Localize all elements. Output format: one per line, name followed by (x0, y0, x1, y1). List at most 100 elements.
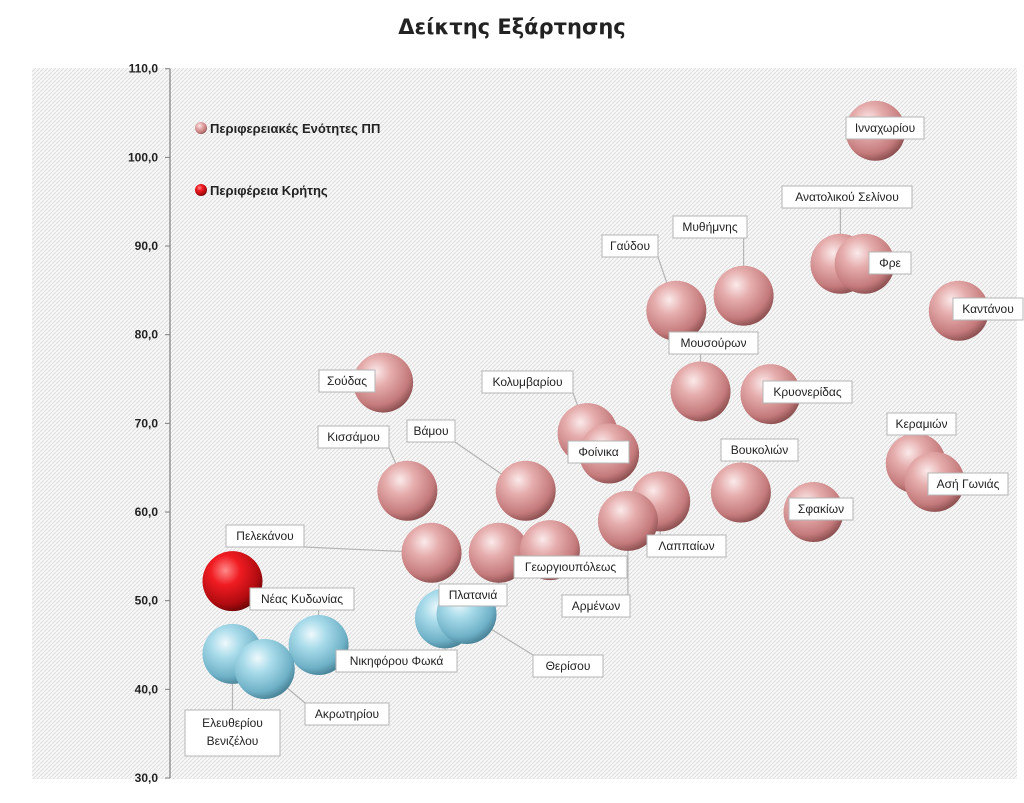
legend: Περιφερειακές Ενότητες ΠΠ Περιφέρεια Κρήτ… (195, 121, 380, 198)
data-labels: Ινναχωρίου Ανατολικού Σελίνου Φρε Καντάνου Γ… (184, 116, 1024, 757)
data-point (646, 280, 707, 341)
data-label: Ασή Γωνιάς (927, 472, 1009, 496)
data-label-box (788, 497, 854, 521)
data-label-box (646, 534, 727, 558)
data-label-box (668, 331, 759, 355)
data-label-text: Λαππαίων (658, 539, 714, 553)
y-tick-label: 60,0 (135, 505, 159, 519)
data-label-box (317, 425, 390, 449)
data-label-box (532, 654, 604, 678)
data-label: Ανατολικού Σελίνου (781, 185, 913, 209)
data-point (234, 638, 295, 699)
data-label-box (781, 185, 913, 209)
data-label: Βάμου (406, 419, 456, 443)
data-label: Ελευθερίου Βενιζέλου (184, 709, 281, 757)
data-label-text: Γεωργιουπόλεως (525, 560, 617, 574)
data-label: Νέας Κυδωνίας (249, 587, 355, 611)
data-label-box (762, 380, 853, 404)
data-label-box (567, 440, 630, 464)
data-points (202, 100, 989, 699)
data-label-box (845, 116, 925, 140)
data-label: Κολυμβαρίου (481, 370, 574, 394)
data-label-text: Θερίσου (546, 659, 591, 673)
data-label-box (249, 587, 355, 611)
data-label-box (672, 215, 748, 239)
data-label-text: Ανατολικού Σελίνου (795, 190, 899, 204)
data-point (377, 460, 438, 521)
data-point (495, 460, 556, 521)
chart-title: Δείκτης Εξάρτησης (398, 15, 626, 39)
y-tick-label: 50,0 (135, 594, 159, 608)
legend-entry: Περιφέρεια Κρήτης (195, 183, 328, 198)
data-label: Νικηφόρου Φωκά (335, 649, 458, 673)
data-label-text: Νέας Κυδωνίας (261, 592, 343, 606)
data-label: Σφακίων (788, 497, 854, 521)
y-tick-label: 110,0 (129, 62, 159, 76)
legend-entry: Περιφερειακές Ενότητες ΠΠ (195, 121, 380, 136)
data-label: Σούδας (318, 369, 376, 393)
legend-marker (195, 184, 207, 196)
data-label-text: Νικηφόρου Φωκά (350, 654, 444, 668)
y-tick-label: 70,0 (135, 416, 159, 430)
data-label-text: Κεραμιών (895, 417, 947, 431)
y-tick-label: 40,0 (135, 682, 159, 696)
data-point (597, 490, 658, 551)
data-label: Γαύδου (601, 234, 659, 258)
data-label-text: Πελεκάνου (236, 529, 293, 543)
y-axis: 30,0 40,0 50,0 60,0 70,0 80,0 90,0 100,0 110,0 (128, 62, 171, 785)
data-label-text: Βενιζέλου (207, 734, 259, 748)
y-tick-label: 100,0 (128, 150, 158, 164)
data-label-text: Ελευθερίου (202, 716, 263, 730)
data-label-text: Ασή Γωνιάς (937, 477, 1000, 491)
data-label-text: Κρυονερίδας (773, 385, 842, 399)
data-label-text: Ακρωτηρίου (315, 707, 379, 721)
data-label: Βουκολιών (720, 438, 799, 462)
data-label: Φρε (868, 251, 912, 275)
data-label-text: Βάμου (413, 424, 448, 438)
data-label: Κεραμιών (886, 412, 957, 436)
data-label-box (868, 251, 912, 275)
data-label-box (952, 297, 1024, 321)
data-label: Λαππαίων (646, 534, 727, 558)
data-label: Θερίσου (532, 654, 604, 678)
data-label-box (561, 594, 631, 618)
data-label: Ινναχωρίου (845, 116, 925, 140)
data-label: Φοίνικα (567, 440, 630, 464)
data-label-text: Πλατανιά (449, 588, 498, 602)
data-label-text: Κισσάμου (327, 430, 380, 444)
data-label-text: Κολυμβαρίου (492, 375, 562, 389)
data-point (353, 352, 414, 413)
data-label: Πελεκάνου (225, 524, 305, 548)
data-label: Πλατανιά (438, 583, 508, 607)
data-label: Μυθήμνης (672, 215, 748, 239)
data-label-box (481, 370, 574, 394)
data-point (288, 615, 349, 676)
data-label-text: Ινναχωρίου (855, 121, 915, 135)
data-label: Αρμένων (561, 594, 631, 618)
data-label-text: Καντάνου (962, 302, 1014, 316)
data-label-box (335, 649, 458, 673)
data-label-box (601, 234, 659, 258)
data-label-box (513, 555, 628, 579)
y-tick-label: 30,0 (135, 771, 159, 785)
data-label-box (927, 472, 1009, 496)
data-label: Κρυονερίδας (762, 380, 853, 404)
data-label-text: Γαύδου (610, 239, 650, 253)
data-point (670, 361, 731, 422)
data-label: Γεωργιουπόλεως (513, 555, 628, 579)
data-label-box (886, 412, 957, 436)
data-label: Μουσούρων (668, 331, 759, 355)
data-label: Κισσάμου (317, 425, 390, 449)
data-label-text: Φρε (879, 256, 901, 270)
data-label: Καντάνου (952, 297, 1024, 321)
data-point (202, 551, 263, 612)
data-point (710, 462, 771, 523)
legend-label: Περιφέρεια Κρήτης (210, 183, 328, 198)
data-label-text: Σούδας (327, 374, 367, 388)
data-point (713, 265, 774, 326)
data-point (401, 522, 462, 583)
data-label-text: Μουσούρων (680, 336, 746, 350)
data-label-box (318, 369, 376, 393)
